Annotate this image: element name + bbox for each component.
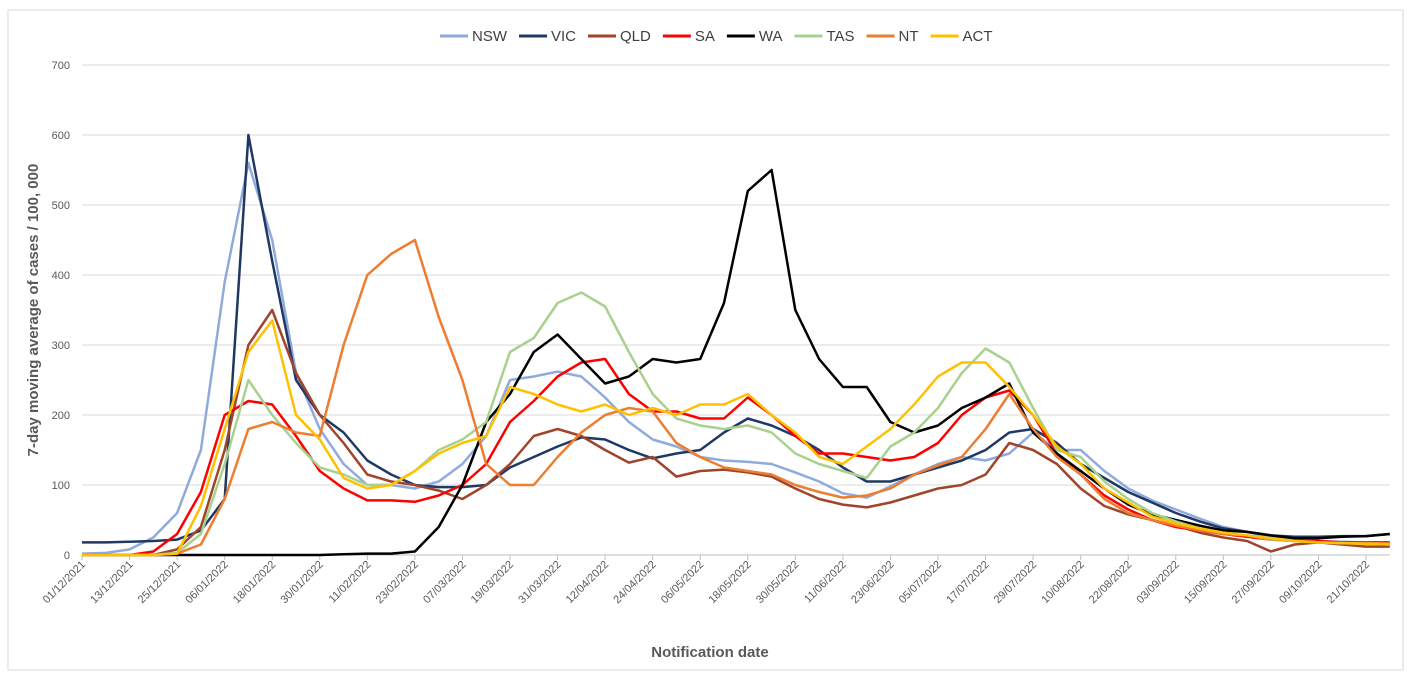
legend-label: TAS [826,28,854,45]
y-tick-label: 700 [52,60,70,72]
x-tick-label: 18/01/2022 [231,559,278,606]
x-tick-label: 13/12/2021 [88,559,135,606]
x-tick-label: 15/09/2022 [1182,559,1229,606]
x-tick-label: 22/08/2022 [1087,559,1134,606]
x-tick-label: 09/10/2022 [1277,559,1324,606]
x-tick-label: 31/03/2022 [516,559,563,606]
series-line [82,319,1390,557]
legend-label: NSW [472,28,508,45]
x-tick-label: 23/02/2022 [374,559,421,606]
legend-label: ACT [963,28,993,45]
x-tick-label: 11/06/2022 [802,559,849,606]
x-tick-label: 25/12/2021 [136,559,183,606]
y-tick-label: 300 [52,340,70,352]
x-tick-label: 27/09/2022 [1230,559,1277,606]
legend-label: VIC [551,28,576,45]
y-tick-label: 600 [52,130,70,142]
series-line [82,168,1390,557]
x-tick-label: 05/07/2022 [897,559,944,606]
legend: NSW VIC QLD SA WA TAS NT ACT [440,28,993,45]
y-axis-title: 7-day moving average of cases / 100, 000 [25,164,42,457]
x-tick-label: 06/01/2022 [183,559,230,606]
x-tick-label: 19/03/2022 [469,559,516,606]
x-tick-label: 24/04/2022 [611,559,658,606]
series-line [82,133,1390,544]
series-line [82,238,1390,557]
x-tick-label: 06/05/2022 [659,559,706,606]
legend-label: WA [759,28,783,45]
x-tick-label: 10/08/2022 [1039,559,1086,606]
y-tick-label: 500 [52,200,70,212]
x-tick-label: 01/12/2021 [41,559,88,606]
y-tick-label: 0 [64,550,70,562]
legend-label: NT [899,28,919,45]
legend-label: SA [695,28,715,45]
legend-label: QLD [620,28,651,45]
y-tick-label: 200 [52,410,70,422]
x-tick-label: 03/09/2022 [1134,559,1181,606]
x-tick-label: 29/07/2022 [992,559,1039,606]
x-tick-label: 17/07/2022 [944,559,991,606]
x-tick-label: 11/02/2022 [327,559,374,606]
x-tick-label: 12/04/2022 [564,559,611,606]
x-tick-label: 07/03/2022 [421,559,468,606]
chart-frame [7,9,1404,671]
x-tick-label: 30/05/2022 [754,559,801,606]
series-line [81,161,1390,555]
x-axis-title: Notification date [651,644,769,661]
y-tick-label: 400 [52,270,70,282]
x-tick-label: 23/06/2022 [849,559,896,606]
x-tick-label: 18/05/2022 [706,559,753,606]
y-tick-label: 100 [52,480,70,492]
series-line [82,291,1390,557]
x-tick-label: 30/01/2022 [278,559,325,606]
x-tick-label: 21/10/2022 [1325,559,1372,606]
